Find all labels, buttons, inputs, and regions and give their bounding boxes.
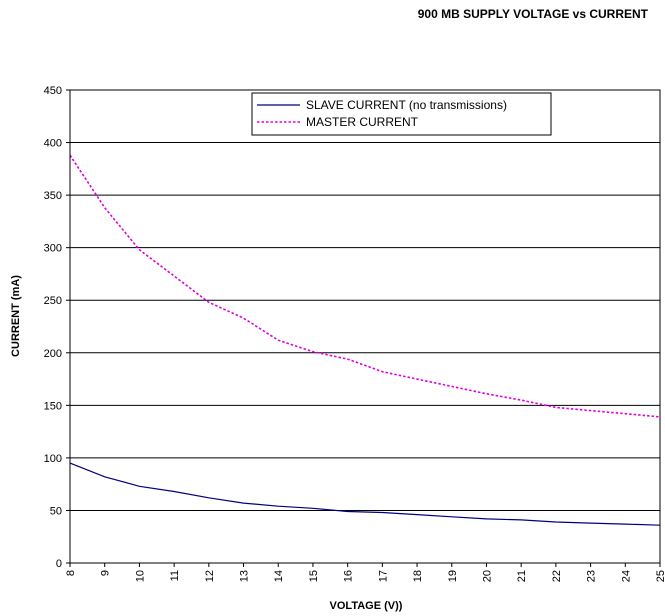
slave-current-point xyxy=(416,513,419,516)
chart-title: 900 MB SUPPLY VOLTAGE vs CURRENT xyxy=(418,7,649,21)
slave-current-point xyxy=(450,515,453,518)
slave-current-point xyxy=(207,496,210,499)
x-tick-label: 8 xyxy=(65,570,77,576)
x-axis-ticks: 8 9 10 11 12 13 14 15 16 17 18 19 20 21 22 23 24 25 xyxy=(65,563,665,582)
x-tick-label: 17 xyxy=(377,570,389,582)
master-current-point xyxy=(311,350,314,353)
master-current-point xyxy=(277,339,280,342)
master-current-legend-label: MASTER CURRENT xyxy=(306,115,419,129)
x-tick-label: 13 xyxy=(239,570,251,582)
y-tick-label: 250 xyxy=(44,295,62,307)
legend: SLAVE CURRENT (no transmissions) MASTER C… xyxy=(251,92,552,136)
y-tick-label: 400 xyxy=(44,138,62,150)
master-current-point xyxy=(103,206,106,209)
x-tick-label: 16 xyxy=(343,570,355,582)
grid xyxy=(70,89,660,564)
y-tick-label: 150 xyxy=(44,400,62,412)
master-current-point xyxy=(138,248,141,251)
x-tick-label: 21 xyxy=(516,570,528,582)
x-tick-label: 19 xyxy=(447,570,459,582)
master-current-point xyxy=(589,409,592,412)
y-axis-title: CURRENT (mA) xyxy=(10,275,22,357)
slave-current-line xyxy=(69,462,661,526)
y-tick-label: 200 xyxy=(44,348,62,360)
slave-current-point xyxy=(138,485,141,488)
x-tick-label: 18 xyxy=(412,570,424,582)
x-tick-label: 24 xyxy=(620,570,632,582)
slave-current-legend-label: SLAVE CURRENT (no transmissions) xyxy=(306,98,507,112)
x-tick-label: 15 xyxy=(308,570,320,582)
y-tick-label: 300 xyxy=(44,243,62,255)
x-axis-title: VOLTAGE (V)) xyxy=(330,600,403,612)
x-tick-label: 22 xyxy=(551,570,563,582)
slave-current-point xyxy=(242,502,245,505)
master-current-point xyxy=(242,317,245,320)
slave-current-point xyxy=(554,521,557,524)
x-tick-label: 11 xyxy=(169,570,181,581)
master-current-point xyxy=(207,301,210,304)
master-current-point xyxy=(346,358,349,361)
master-current-line xyxy=(69,154,661,418)
legend-box xyxy=(251,92,552,136)
series-layer xyxy=(69,154,661,526)
x-tick-label: 14 xyxy=(273,570,285,582)
y-tick-label: 350 xyxy=(44,190,62,202)
master-current-point xyxy=(173,275,176,278)
slave-current-point xyxy=(173,490,176,493)
slave-current-point xyxy=(346,510,349,513)
slave-current-point xyxy=(485,517,488,520)
x-tick-label: 10 xyxy=(134,570,146,582)
master-current-point xyxy=(416,378,419,381)
slave-current-point xyxy=(103,475,106,478)
slave-current-point xyxy=(624,523,627,526)
slave-current-point xyxy=(311,507,314,510)
master-current-point xyxy=(450,385,453,388)
x-tick-label: 9 xyxy=(100,570,112,576)
y-tick-label: 50 xyxy=(50,505,62,517)
y-tick-label: 0 xyxy=(56,558,62,570)
master-current-point xyxy=(485,392,488,395)
y-tick-label: 450 xyxy=(44,85,62,97)
master-current-point xyxy=(624,412,627,415)
x-tick-label: 25 xyxy=(655,570,665,582)
x-tick-label: 20 xyxy=(481,570,493,582)
y-axis-ticks: 0 50 100 150 200 250 300 350 400 450 xyxy=(44,85,70,570)
x-tick-label: 23 xyxy=(586,570,598,582)
slave-current-point xyxy=(381,511,384,514)
slave-current-point xyxy=(589,522,592,525)
master-current-point xyxy=(381,370,384,373)
slave-current-point xyxy=(277,505,280,508)
x-tick-label: 12 xyxy=(204,570,216,582)
slave-current-point xyxy=(520,518,523,521)
plot-frame xyxy=(69,89,661,564)
master-current-point xyxy=(520,399,523,402)
y-tick-label: 100 xyxy=(44,453,62,465)
master-current-point xyxy=(554,406,557,409)
